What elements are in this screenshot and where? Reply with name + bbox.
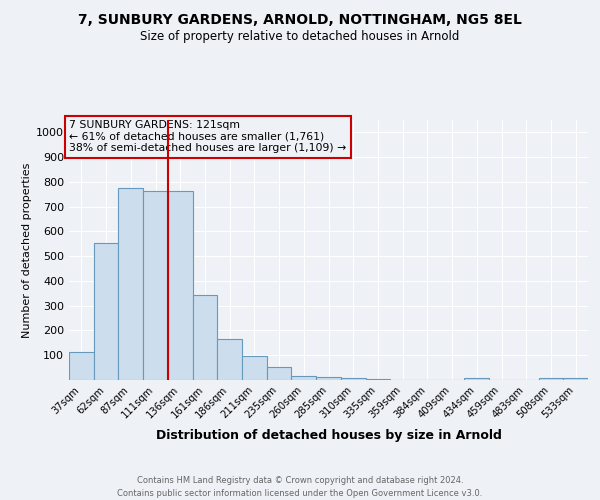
Bar [217, 339, 242, 380]
Text: Size of property relative to detached houses in Arnold: Size of property relative to detached ho… [140, 30, 460, 43]
Bar [316, 377, 341, 380]
Bar [69, 352, 94, 380]
Bar [341, 378, 365, 380]
Text: Contains public sector information licensed under the Open Government Licence v3: Contains public sector information licen… [118, 489, 482, 498]
Bar [242, 356, 267, 380]
Text: 7 SUNBURY GARDENS: 121sqm
← 61% of detached houses are smaller (1,761)
38% of se: 7 SUNBURY GARDENS: 121sqm ← 61% of detac… [69, 120, 346, 153]
Bar [193, 296, 217, 380]
Bar [168, 192, 193, 380]
Text: Contains HM Land Registry data © Crown copyright and database right 2024.: Contains HM Land Registry data © Crown c… [137, 476, 463, 485]
Bar [118, 188, 143, 380]
Bar [292, 376, 316, 380]
Bar [365, 379, 390, 380]
Bar [563, 378, 588, 380]
X-axis label: Distribution of detached houses by size in Arnold: Distribution of detached houses by size … [155, 429, 502, 442]
Y-axis label: Number of detached properties: Number of detached properties [22, 162, 32, 338]
Bar [267, 366, 292, 380]
Bar [539, 378, 563, 380]
Bar [94, 243, 118, 380]
Bar [464, 378, 489, 380]
Text: 7, SUNBURY GARDENS, ARNOLD, NOTTINGHAM, NG5 8EL: 7, SUNBURY GARDENS, ARNOLD, NOTTINGHAM, … [78, 12, 522, 26]
Bar [143, 192, 168, 380]
